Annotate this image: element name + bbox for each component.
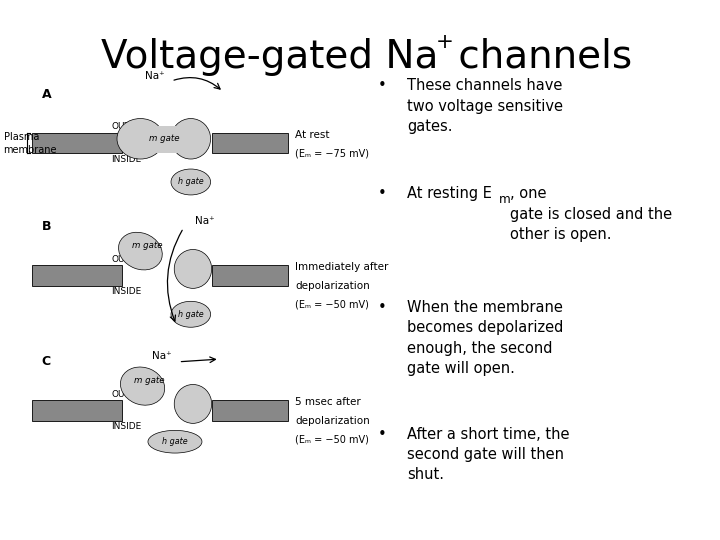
Ellipse shape	[148, 430, 202, 453]
FancyBboxPatch shape	[212, 133, 288, 153]
Text: After a short time, the
second gate will then
shut.: After a short time, the second gate will…	[407, 427, 570, 482]
Text: Voltage-gated Na: Voltage-gated Na	[101, 38, 438, 76]
Text: depolarization: depolarization	[295, 281, 370, 291]
Text: h gate: h gate	[162, 437, 188, 446]
Text: C: C	[42, 355, 51, 368]
Text: A: A	[42, 88, 51, 101]
Text: Na⁺: Na⁺	[152, 352, 172, 361]
Text: Immediately after: Immediately after	[295, 262, 389, 272]
Text: , one
gate is closed and the
other is open.: , one gate is closed and the other is op…	[510, 186, 672, 242]
Ellipse shape	[117, 119, 164, 159]
Ellipse shape	[174, 249, 212, 288]
Text: OUTSIDE: OUTSIDE	[112, 122, 151, 131]
Ellipse shape	[120, 367, 165, 405]
Text: (Eₘ = −50 mV): (Eₘ = −50 mV)	[295, 300, 369, 310]
Text: •: •	[378, 300, 387, 315]
Text: channels: channels	[446, 38, 632, 76]
Text: INSIDE: INSIDE	[112, 155, 142, 164]
FancyBboxPatch shape	[144, 126, 187, 153]
Text: (Eₘ = −75 mV): (Eₘ = −75 mV)	[295, 148, 369, 159]
Text: OUTSIDE: OUTSIDE	[112, 389, 151, 399]
FancyBboxPatch shape	[32, 400, 122, 421]
Text: •: •	[378, 186, 387, 201]
Ellipse shape	[171, 119, 211, 159]
Text: m gate: m gate	[134, 376, 164, 385]
FancyBboxPatch shape	[32, 265, 122, 286]
Ellipse shape	[171, 169, 211, 195]
FancyBboxPatch shape	[212, 265, 288, 286]
Text: •: •	[378, 78, 387, 93]
Ellipse shape	[171, 301, 211, 327]
Text: h gate: h gate	[178, 178, 204, 186]
Text: OUTSIDE: OUTSIDE	[112, 254, 151, 264]
Text: Plasma
membrane: Plasma membrane	[4, 132, 57, 154]
Text: At resting E: At resting E	[407, 186, 492, 201]
Text: B: B	[42, 220, 51, 233]
Text: Na⁺: Na⁺	[145, 71, 165, 80]
Text: •: •	[378, 427, 387, 442]
Text: At rest: At rest	[295, 130, 330, 140]
Text: depolarization: depolarization	[295, 416, 370, 426]
Text: These channels have
two voltage sensitive
gates.: These channels have two voltage sensitiv…	[407, 78, 563, 134]
Ellipse shape	[119, 232, 162, 270]
Text: m gate: m gate	[149, 134, 179, 143]
Text: Na⁺: Na⁺	[195, 217, 215, 226]
Text: +: +	[436, 32, 454, 52]
Text: INSIDE: INSIDE	[112, 422, 142, 431]
Text: m: m	[499, 193, 510, 206]
Text: h gate: h gate	[178, 310, 204, 319]
FancyBboxPatch shape	[212, 400, 288, 421]
Ellipse shape	[174, 384, 212, 423]
Text: INSIDE: INSIDE	[112, 287, 142, 296]
FancyBboxPatch shape	[32, 133, 122, 153]
Text: (Eₘ = −50 mV): (Eₘ = −50 mV)	[295, 435, 369, 445]
Text: When the membrane
becomes depolarized
enough, the second
gate will open.: When the membrane becomes depolarized en…	[407, 300, 563, 376]
Text: 5 msec after: 5 msec after	[295, 397, 361, 407]
Text: m gate: m gate	[132, 241, 163, 250]
